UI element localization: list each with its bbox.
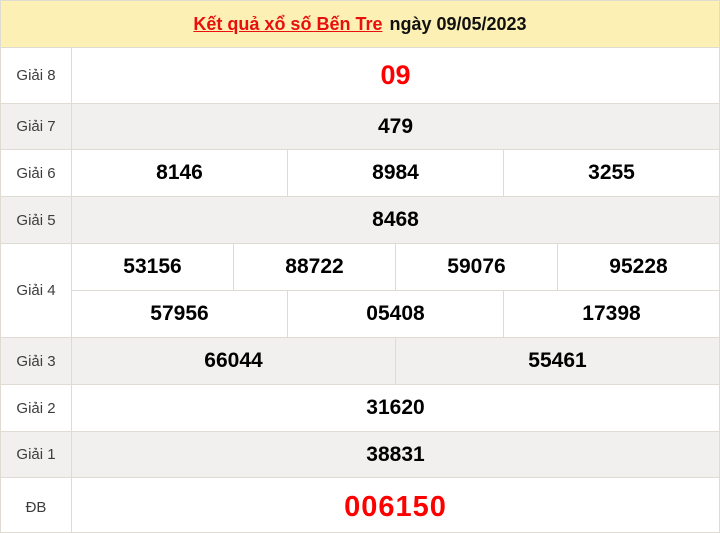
- table-row-giai7: Giải 7 479: [1, 103, 719, 149]
- prize-value: 3255: [503, 150, 719, 196]
- prize-value: 05408: [287, 291, 503, 337]
- table-row-db: ĐB 006150: [1, 477, 719, 532]
- prize-value: 95228: [557, 244, 719, 290]
- prize-value: 479: [377, 114, 414, 138]
- prize-label: Giải 6: [1, 150, 72, 196]
- giai4-line-1: 53156 88722 59076 95228: [72, 244, 719, 290]
- prize-value: 53156: [123, 255, 182, 278]
- prize-value: 09: [380, 60, 411, 90]
- prize-label: Giải 5: [1, 197, 72, 243]
- table-row-giai5: Giải 5 8468: [1, 196, 719, 243]
- prize-value: 38831: [366, 442, 425, 466]
- prize-value: 8146: [156, 161, 203, 184]
- prize-value: 17398: [503, 291, 719, 337]
- table-row-giai6: Giải 6 8146 8984 3255: [1, 149, 719, 196]
- prize-value: 88722: [233, 244, 395, 290]
- prize-label: ĐB: [1, 478, 72, 532]
- table-row-giai3: Giải 3 66044 55461: [1, 337, 719, 384]
- prize-value: 55461: [395, 338, 719, 384]
- prize-value: 66044: [204, 349, 263, 372]
- prize-value: 8984: [287, 150, 503, 196]
- prize-value: 8468: [372, 208, 419, 231]
- giai4-line-2: 57956 05408 17398: [72, 290, 719, 337]
- table-row-giai8: Giải 8 09: [1, 48, 719, 103]
- table-row-giai4: Giải 4 53156 88722 59076 95228 57956 054…: [1, 243, 719, 337]
- prize-label: Giải 1: [1, 432, 72, 477]
- prize-label: Giải 7: [1, 104, 72, 149]
- prize-value: 59076: [395, 244, 557, 290]
- prize-label: Giải 3: [1, 338, 72, 384]
- results-table: Giải 8 09 Giải 7 479 Giải 6 8146 8984 32…: [1, 48, 719, 532]
- prize-value: 31620: [366, 396, 425, 419]
- prize-label: Giải 4: [1, 244, 72, 337]
- results-header: Kết quả xổ số Bến Tre ngày 09/05/2023: [1, 1, 719, 48]
- table-row-giai2: Giải 2 31620: [1, 384, 719, 431]
- title-date: ngày 09/05/2023: [389, 13, 527, 34]
- prize-label: Giải 8: [1, 48, 72, 103]
- title-link[interactable]: Kết quả xổ số Bến Tre: [193, 13, 383, 34]
- prize-value-special: 006150: [344, 490, 447, 523]
- prize-label: Giải 2: [1, 385, 72, 431]
- table-row-giai1: Giải 1 38831: [1, 431, 719, 477]
- prize-value: 57956: [150, 302, 209, 325]
